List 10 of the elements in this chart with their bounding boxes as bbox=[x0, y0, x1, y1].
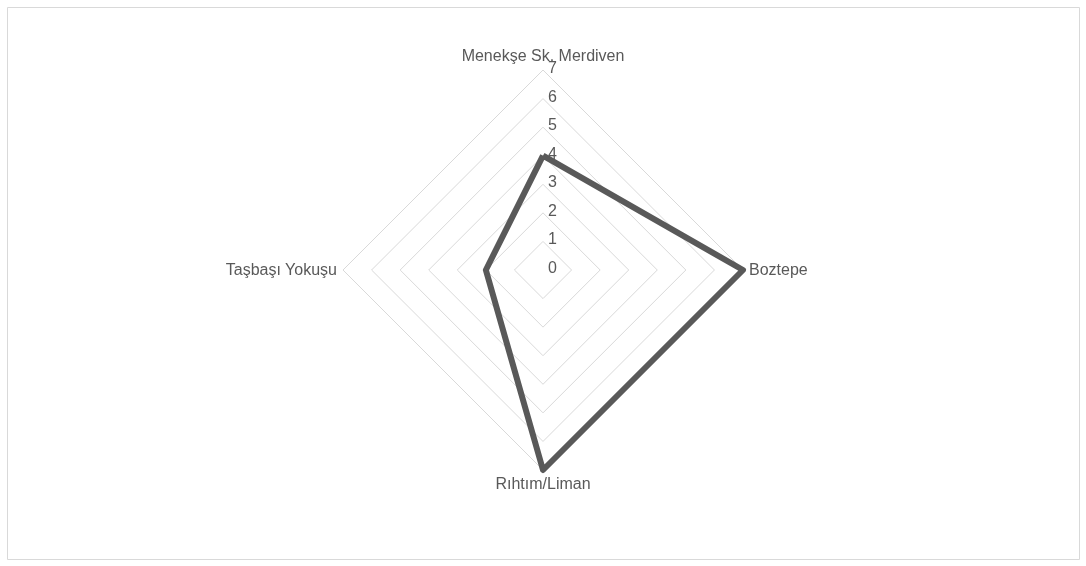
y-tick-label: 4 bbox=[548, 144, 557, 162]
spoke-label: Taşbaşı Yokuşu bbox=[225, 261, 337, 278]
y-tick-label: 0 bbox=[548, 259, 557, 276]
y-tick-label: 3 bbox=[548, 173, 557, 191]
y-tick-label: 5 bbox=[548, 116, 557, 134]
y-tick-label: 2 bbox=[548, 201, 557, 219]
spoke-label: Rıhtım/Liman bbox=[495, 475, 591, 492]
y-tick-label: 1 bbox=[548, 230, 557, 248]
y-tick-label: 6 bbox=[548, 87, 557, 105]
spoke-label: Boztepe bbox=[749, 261, 808, 278]
